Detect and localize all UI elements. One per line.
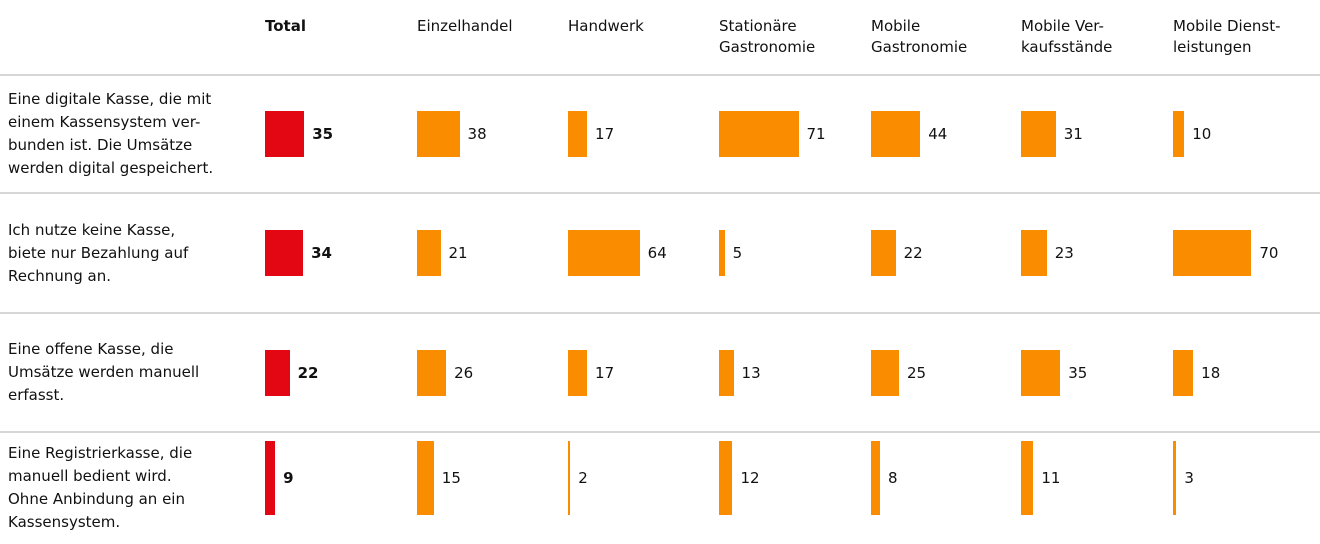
bar <box>719 349 734 396</box>
bar <box>1173 349 1194 396</box>
bar <box>1021 349 1061 396</box>
column-header: Mobile Ver- kaufsstände <box>1021 17 1113 56</box>
value-label: 31 <box>1063 125 1083 143</box>
bar <box>1173 441 1177 515</box>
bar <box>568 230 640 276</box>
bar <box>568 111 588 157</box>
value-label: 13 <box>741 363 761 382</box>
bar <box>417 441 434 515</box>
bar <box>265 230 304 276</box>
bar <box>1173 230 1252 276</box>
bar <box>719 111 799 157</box>
column-header: Total <box>265 17 306 35</box>
value-label: 22 <box>903 244 923 262</box>
separator <box>0 74 1320 76</box>
separator <box>0 312 1320 314</box>
bar <box>871 111 921 157</box>
column-header: Mobile Dienst- leistungen <box>1173 17 1281 56</box>
column-header: Stationäre Gastronomie <box>719 17 816 56</box>
value-label: 17 <box>595 363 615 382</box>
bar <box>1021 230 1047 276</box>
value-label: 38 <box>467 125 487 143</box>
value-label: 21 <box>448 244 468 262</box>
column-header: Handwerk <box>568 17 644 35</box>
value-label: 71 <box>806 125 826 143</box>
value-label: 17 <box>595 125 615 143</box>
separator <box>0 431 1320 433</box>
value-label: 2 <box>578 469 588 487</box>
value-label: 70 <box>1259 244 1279 262</box>
value-label: 18 <box>1201 363 1221 382</box>
bar <box>871 230 896 276</box>
row-label: Eine Registrierkasse, die manuell bedien… <box>8 444 193 531</box>
bar <box>417 349 447 396</box>
bar <box>265 349 290 396</box>
bar <box>265 441 276 515</box>
value-label: 22 <box>297 363 319 382</box>
bar <box>417 230 441 276</box>
bar <box>871 349 899 396</box>
bar <box>1173 111 1185 157</box>
column-header: Einzelhandel <box>417 17 513 35</box>
bar <box>719 230 725 276</box>
value-label: 35 <box>312 125 334 143</box>
value-label: 64 <box>647 244 667 262</box>
separator <box>0 192 1320 194</box>
bar <box>871 441 880 515</box>
column-header: Mobile Gastronomie <box>871 17 968 56</box>
row-label: Eine offene Kasse, die Umsätze werden ma… <box>8 340 200 404</box>
value-label: 15 <box>441 469 461 487</box>
value-label: 3 <box>1184 469 1194 487</box>
bar <box>417 111 460 157</box>
value-label: 12 <box>740 469 760 487</box>
row-label: Ich nutze keine Kasse, biete nur Bezahlu… <box>8 220 189 285</box>
value-label: 5 <box>732 244 743 262</box>
value-label: 35 <box>1068 363 1088 382</box>
bar <box>265 111 305 157</box>
bar <box>568 441 571 515</box>
value-label: 10 <box>1192 125 1212 143</box>
value-label: 34 <box>311 244 332 262</box>
value-label: 8 <box>887 469 898 487</box>
bar <box>1021 441 1034 515</box>
row-label: Eine digitale Kasse, die mit einem Kasse… <box>8 90 214 177</box>
bar <box>1021 111 1056 157</box>
value-label: 26 <box>454 363 474 382</box>
bar <box>719 441 733 515</box>
value-label: 23 <box>1054 244 1074 262</box>
value-label: 25 <box>907 363 927 382</box>
value-label: 11 <box>1041 469 1061 487</box>
value-label: 9 <box>283 469 294 487</box>
value-label: 44 <box>928 125 948 143</box>
bar <box>568 349 588 396</box>
